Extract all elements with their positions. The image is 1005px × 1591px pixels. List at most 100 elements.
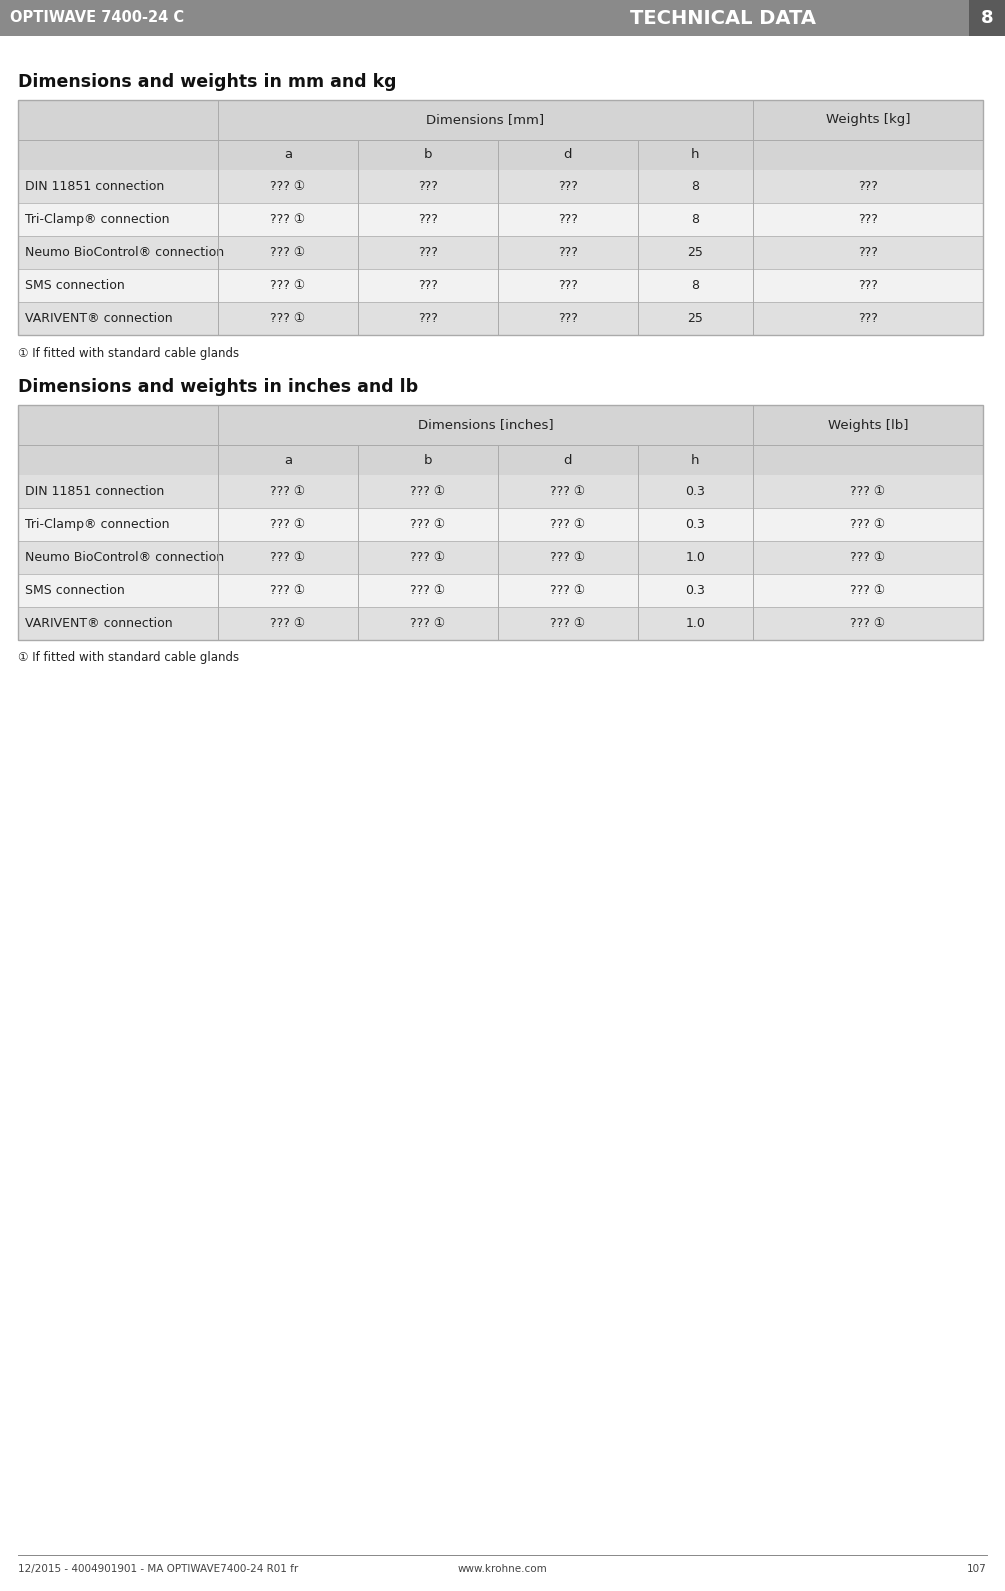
Text: b: b bbox=[424, 453, 432, 466]
Text: Dimensions [inches]: Dimensions [inches] bbox=[418, 418, 554, 431]
Bar bbox=[18, 508, 983, 541]
Text: SMS connection: SMS connection bbox=[25, 584, 125, 597]
Text: h: h bbox=[691, 148, 699, 162]
Text: ???: ??? bbox=[858, 247, 878, 259]
Text: 1.0: 1.0 bbox=[685, 617, 706, 630]
Text: ??? ①: ??? ① bbox=[270, 550, 306, 563]
Text: ??? ①: ??? ① bbox=[270, 278, 306, 293]
Text: ??? ①: ??? ① bbox=[270, 617, 306, 630]
Bar bbox=[18, 445, 983, 476]
Bar bbox=[18, 476, 983, 508]
Text: DIN 11851 connection: DIN 11851 connection bbox=[25, 180, 164, 193]
Text: Neumo BioControl® connection: Neumo BioControl® connection bbox=[25, 247, 224, 259]
Text: ???: ??? bbox=[558, 213, 578, 226]
Text: ??? ①: ??? ① bbox=[270, 485, 306, 498]
Text: ??? ①: ??? ① bbox=[270, 519, 306, 531]
Text: 8: 8 bbox=[981, 10, 993, 27]
Text: ???: ??? bbox=[858, 180, 878, 193]
Text: ??? ①: ??? ① bbox=[270, 584, 306, 597]
Text: ??? ①: ??? ① bbox=[270, 180, 306, 193]
Bar bbox=[18, 100, 218, 140]
Text: ??? ①: ??? ① bbox=[270, 247, 306, 259]
Text: 107: 107 bbox=[967, 1564, 987, 1573]
Text: 0.3: 0.3 bbox=[685, 584, 706, 597]
Text: VARIVENT® connection: VARIVENT® connection bbox=[25, 312, 173, 325]
Text: 12/2015 - 4004901901 - MA OPTIWAVE7400-24 R01 fr: 12/2015 - 4004901901 - MA OPTIWAVE7400-2… bbox=[18, 1564, 298, 1573]
Text: ??? ①: ??? ① bbox=[551, 519, 586, 531]
Text: ???: ??? bbox=[858, 278, 878, 293]
Text: DIN 11851 connection: DIN 11851 connection bbox=[25, 485, 164, 498]
Bar bbox=[18, 608, 983, 640]
Text: OPTIWAVE 7400-24 C: OPTIWAVE 7400-24 C bbox=[10, 11, 184, 25]
Text: ??? ①: ??? ① bbox=[551, 617, 586, 630]
Text: ???: ??? bbox=[418, 278, 438, 293]
Text: h: h bbox=[691, 453, 699, 466]
Text: 8: 8 bbox=[691, 180, 699, 193]
Text: ???: ??? bbox=[858, 213, 878, 226]
Text: ??? ①: ??? ① bbox=[410, 584, 445, 597]
Bar bbox=[18, 541, 983, 574]
Text: a: a bbox=[284, 148, 292, 162]
Bar bbox=[18, 140, 983, 170]
Bar bbox=[218, 406, 753, 445]
Text: ??? ①: ??? ① bbox=[850, 485, 885, 498]
Text: 0.3: 0.3 bbox=[685, 519, 706, 531]
Text: 25: 25 bbox=[687, 247, 704, 259]
Text: ??? ①: ??? ① bbox=[410, 519, 445, 531]
Text: ???: ??? bbox=[558, 180, 578, 193]
Text: ???: ??? bbox=[558, 312, 578, 325]
Bar bbox=[18, 269, 983, 302]
Bar bbox=[18, 170, 983, 204]
Text: ???: ??? bbox=[858, 312, 878, 325]
Text: ??? ①: ??? ① bbox=[551, 485, 586, 498]
Text: 0.3: 0.3 bbox=[685, 485, 706, 498]
Bar bbox=[18, 406, 983, 640]
Bar bbox=[18, 235, 983, 269]
Text: Weights [lb]: Weights [lb] bbox=[828, 418, 909, 431]
Text: 8: 8 bbox=[691, 278, 699, 293]
Text: 8: 8 bbox=[691, 213, 699, 226]
Text: 1.0: 1.0 bbox=[685, 550, 706, 563]
Text: ??? ①: ??? ① bbox=[410, 485, 445, 498]
Text: ??? ①: ??? ① bbox=[551, 584, 586, 597]
Bar bbox=[18, 302, 983, 336]
Text: a: a bbox=[284, 453, 292, 466]
Text: d: d bbox=[564, 453, 572, 466]
Text: Dimensions and weights in inches and lb: Dimensions and weights in inches and lb bbox=[18, 379, 418, 396]
Text: ???: ??? bbox=[558, 247, 578, 259]
Text: ???: ??? bbox=[418, 312, 438, 325]
Text: VARIVENT® connection: VARIVENT® connection bbox=[25, 617, 173, 630]
Text: www.krohne.com: www.krohne.com bbox=[457, 1564, 548, 1573]
Text: Tri-Clamp® connection: Tri-Clamp® connection bbox=[25, 519, 170, 531]
Text: ??? ①: ??? ① bbox=[270, 312, 306, 325]
Text: ??? ①: ??? ① bbox=[850, 617, 885, 630]
Text: b: b bbox=[424, 148, 432, 162]
Bar bbox=[753, 406, 983, 445]
Bar bbox=[18, 406, 218, 445]
Text: TECHNICAL DATA: TECHNICAL DATA bbox=[630, 8, 816, 27]
Text: Dimensions [mm]: Dimensions [mm] bbox=[426, 113, 545, 127]
Text: ??? ①: ??? ① bbox=[850, 550, 885, 563]
Bar bbox=[18, 100, 983, 336]
Text: Weights [kg]: Weights [kg] bbox=[826, 113, 911, 127]
Text: 25: 25 bbox=[687, 312, 704, 325]
Text: ??? ①: ??? ① bbox=[850, 519, 885, 531]
Bar bbox=[18, 204, 983, 235]
Bar bbox=[0, 0, 1005, 37]
Text: Neumo BioControl® connection: Neumo BioControl® connection bbox=[25, 550, 224, 563]
Bar bbox=[18, 574, 983, 608]
Bar bbox=[218, 100, 753, 140]
Text: SMS connection: SMS connection bbox=[25, 278, 125, 293]
Text: ??? ①: ??? ① bbox=[410, 617, 445, 630]
Text: ??? ①: ??? ① bbox=[551, 550, 586, 563]
Text: ???: ??? bbox=[418, 247, 438, 259]
Text: ① If fitted with standard cable glands: ① If fitted with standard cable glands bbox=[18, 651, 239, 665]
Text: Dimensions and weights in mm and kg: Dimensions and weights in mm and kg bbox=[18, 73, 397, 91]
Text: ??? ①: ??? ① bbox=[850, 584, 885, 597]
Bar bbox=[969, 0, 1005, 37]
Text: ???: ??? bbox=[418, 180, 438, 193]
Text: d: d bbox=[564, 148, 572, 162]
Text: Tri-Clamp® connection: Tri-Clamp® connection bbox=[25, 213, 170, 226]
Text: ???: ??? bbox=[418, 213, 438, 226]
Text: ??? ①: ??? ① bbox=[410, 550, 445, 563]
